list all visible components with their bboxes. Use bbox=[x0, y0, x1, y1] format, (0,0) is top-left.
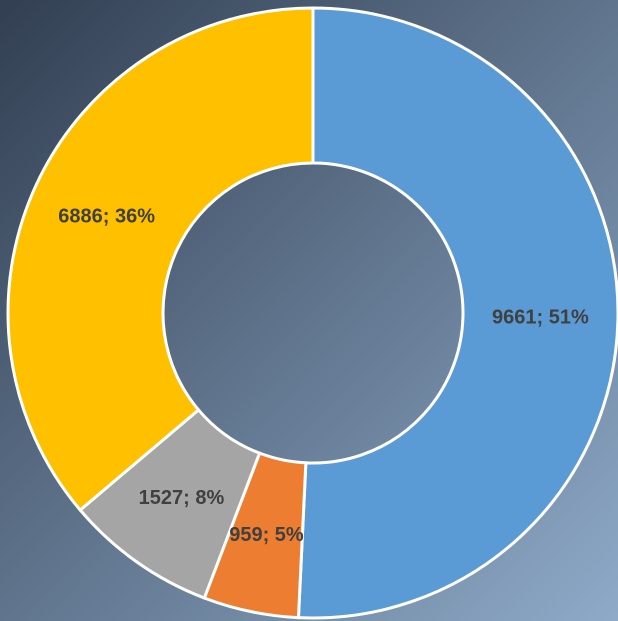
data-label: 959; 5% bbox=[229, 524, 304, 546]
donut-slice bbox=[296, 6, 618, 620]
data-label: 6886; 36% bbox=[58, 206, 155, 228]
data-label: 1527; 8% bbox=[139, 487, 225, 509]
donut-slice bbox=[6, 6, 315, 513]
data-label: 9661; 51% bbox=[492, 307, 589, 329]
